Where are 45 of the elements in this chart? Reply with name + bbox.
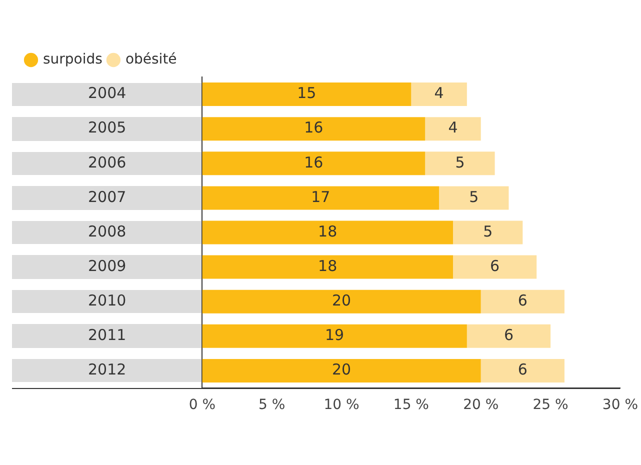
y-tick-label: 2004 [88, 84, 126, 102]
bar [411, 82, 467, 106]
data-label: 5 [455, 153, 465, 172]
data-label: 6 [518, 360, 528, 379]
x-tick-label: 30 % [602, 397, 638, 414]
bar [480, 290, 564, 314]
y-tick-label: 2009 [88, 256, 126, 275]
data-label: 16 [304, 118, 324, 137]
y-tick-label: 2008 [88, 222, 126, 240]
y-tick-label: 2012 [88, 360, 126, 379]
bar [466, 324, 551, 348]
data-label: 5 [483, 222, 493, 240]
data-label: 18 [318, 222, 338, 240]
data-label: 6 [518, 292, 528, 310]
data-label: 15 [297, 84, 316, 102]
bar [425, 152, 495, 176]
data-label: 16 [304, 153, 324, 172]
y-tick-label: 2007 [88, 188, 126, 206]
x-tick-label: 25 % [532, 397, 568, 414]
bar [453, 220, 523, 244]
y-tick-label: 2006 [88, 153, 126, 172]
bar [425, 117, 481, 141]
x-tick-label: 15 % [393, 397, 429, 414]
bar [439, 186, 509, 210]
data-label: 6 [504, 326, 514, 344]
data-label: 19 [325, 326, 344, 344]
data-label: 20 [332, 360, 352, 379]
y-tick-label: 2011 [88, 326, 126, 344]
x-tick-label: 10 % [324, 397, 360, 414]
legend-label: obésité [125, 52, 177, 68]
x-tick-label: 20 % [463, 397, 499, 414]
y-tick-label: 2010 [88, 292, 126, 310]
data-label: 18 [318, 256, 338, 275]
data-label: 4 [448, 118, 458, 137]
x-tick-label: 5 % [258, 397, 286, 414]
bar [453, 255, 537, 279]
x-tick-label: 0 % [188, 397, 216, 414]
data-label: 20 [332, 292, 352, 310]
data-label: 5 [469, 188, 479, 206]
data-label: 4 [434, 84, 444, 102]
data-label: 17 [311, 188, 330, 206]
data-label: 6 [490, 256, 500, 275]
legend-label: surpoids [43, 52, 102, 68]
bar [480, 358, 564, 382]
y-tick-label: 2005 [88, 118, 126, 137]
